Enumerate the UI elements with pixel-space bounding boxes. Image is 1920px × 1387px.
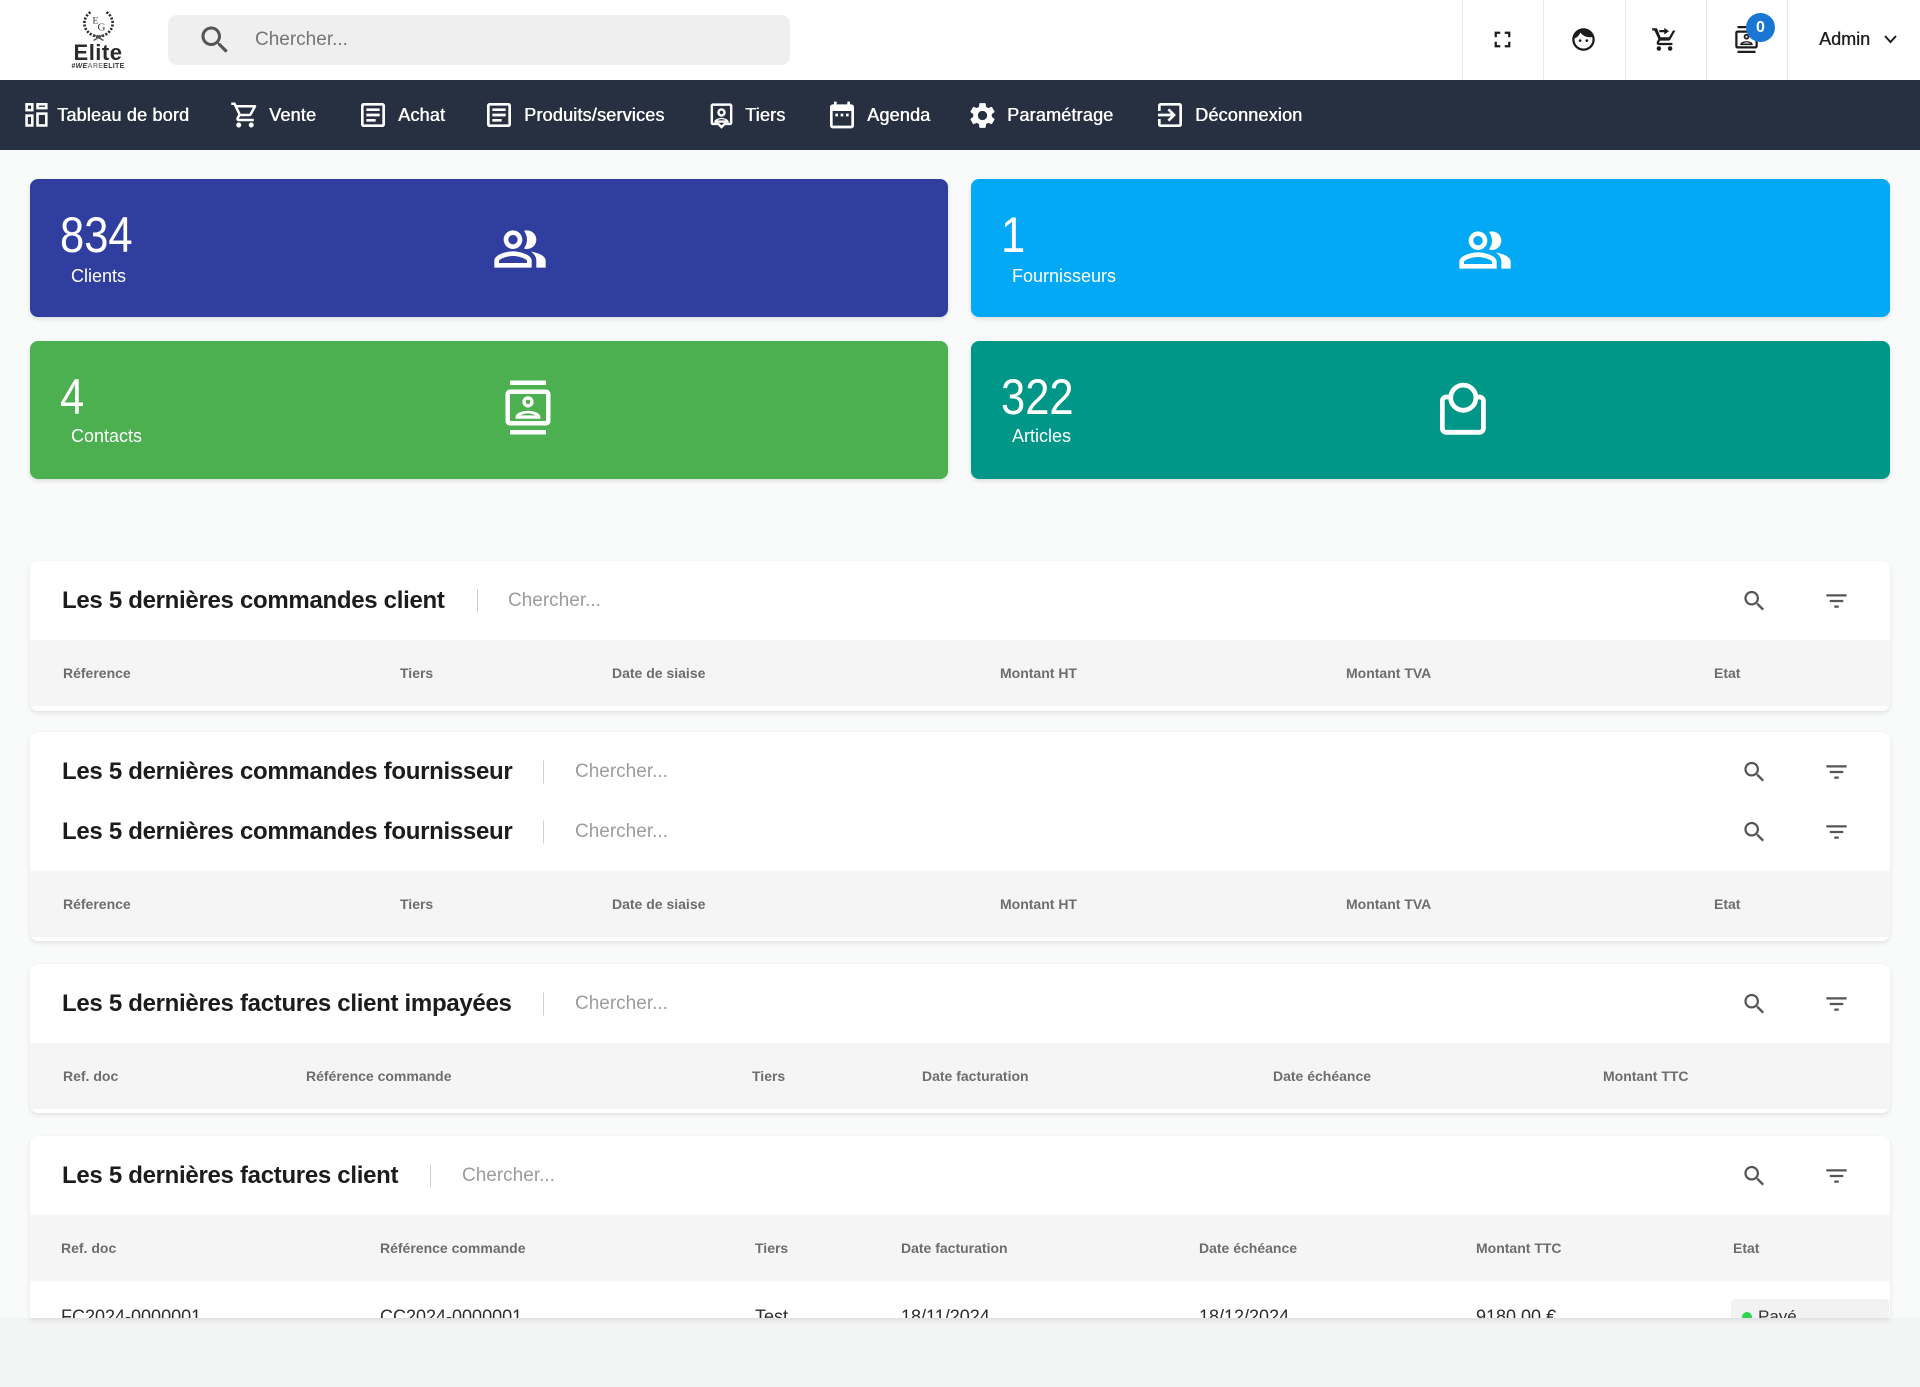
svg-text:E: E	[92, 17, 98, 27]
svg-text:G: G	[97, 22, 105, 34]
